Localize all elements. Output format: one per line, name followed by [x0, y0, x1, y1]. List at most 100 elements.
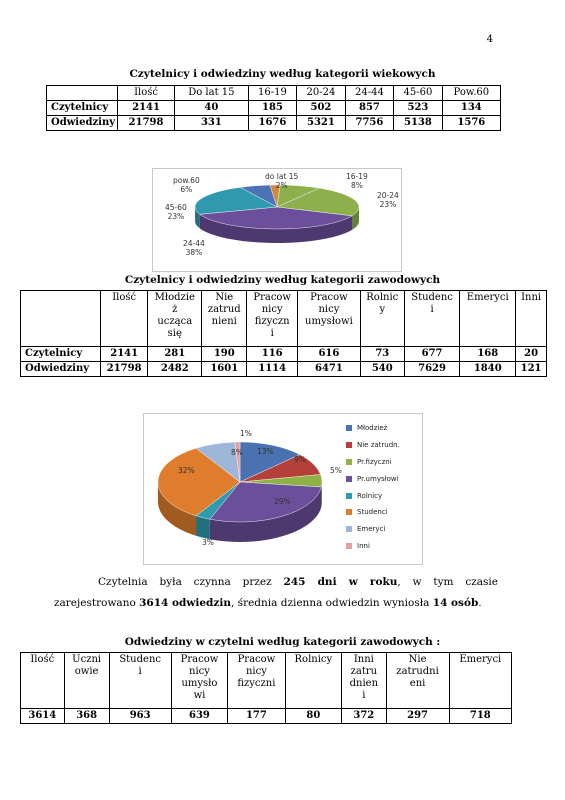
legend-label: Inni [357, 541, 370, 550]
header-cell: Nie zatrudni eni [385, 652, 450, 709]
table-header-row: Ilość Młodzie ż ucząca się Nie zatrud ni… [20, 290, 547, 347]
header-cell: 24-44 [344, 85, 395, 101]
header-cell: Młodzie ż ucząca się [147, 290, 203, 347]
header-cell: Studenc i [403, 290, 461, 347]
slice-label: 1% [240, 429, 252, 438]
table-cell: 21798 [117, 115, 176, 131]
legend-label: Nie zatrudn. [357, 441, 400, 450]
legend-label: Emeryci [357, 525, 386, 534]
table-cell: 21798 [99, 361, 149, 377]
table-cell: 1840 [459, 361, 517, 377]
table-cell: 3614 [20, 708, 65, 724]
pie-slice-pr-umys-owi [209, 481, 322, 523]
pie-slice-studenci [157, 448, 241, 516]
slice-label: 24-44 38% [183, 239, 205, 257]
table-cell: 73 [359, 346, 405, 362]
page-number: 4 [486, 34, 493, 45]
table-cell: 523 [393, 100, 443, 116]
header-cell: Ilość [20, 652, 65, 709]
slice-label: 45-60 23% [165, 203, 187, 221]
header-cell: Ilość [117, 85, 176, 101]
table-row: Czytelnicy 2141 40 185 502 857 523 134 [45, 100, 502, 116]
legend-item: Pr.fizyczni [346, 454, 400, 471]
table-cell: 368 [63, 708, 110, 724]
table-row: Odwiedziny 21798 2482 1601 1114 6471 540… [20, 361, 547, 377]
header-cell: Inni [515, 290, 547, 347]
header-cell: 45-60 [393, 85, 443, 101]
occupation-pie-svg [157, 441, 323, 542]
slice-label: pow.60 6% [173, 176, 200, 194]
pie-side-studenci [158, 482, 197, 536]
legend-swatch [346, 475, 352, 482]
table-cell: 540 [359, 361, 405, 377]
legend-item: Inni [346, 538, 400, 555]
header-cell: 16-19 [247, 85, 298, 101]
table-cell: 185 [247, 100, 298, 116]
pie-side-24-44 [199, 214, 353, 243]
legend-item: Emeryci [346, 521, 400, 538]
chart-legend: Młodzież Nie zatrudn. Pr.fizyczni Pr.umy… [346, 420, 400, 554]
row-label: Odwiedziny [45, 115, 119, 131]
summary-paragraph: Czytelnia była czynna przez 245 dni w ro… [54, 572, 498, 614]
slice-label: 9% [294, 455, 306, 464]
slice-label: 29% [274, 497, 291, 506]
table-cell: 372 [341, 708, 387, 724]
header-cell: Studenc i [108, 652, 172, 709]
table-cell: 168 [459, 346, 517, 362]
legend-label: Młodzież [357, 424, 388, 433]
legend-item: Rolnicy [346, 487, 400, 504]
table1-title: Czytelnicy i odwiedziny według kategorii… [129, 68, 436, 80]
table-cell: 177 [227, 708, 286, 724]
table-header-row: Ilość Uczni owie Studenc i Pracow nicy u… [20, 652, 513, 709]
table-cell: 5321 [296, 115, 346, 131]
header-cell: Uczni owie [63, 652, 110, 709]
table-cell: 116 [246, 346, 299, 362]
paragraph-bold: 3614 odwiedzin [139, 597, 231, 609]
table-cell: 190 [201, 346, 248, 362]
table-cell: 2141 [117, 100, 176, 116]
header-cell: Pracow nicy fizyczn i [246, 290, 299, 347]
table-cell: 281 [147, 346, 203, 362]
legend-swatch [346, 492, 352, 499]
table-cell: 40 [174, 100, 249, 116]
table-row: 3614 368 963 639 177 80 372 297 718 [20, 708, 513, 724]
header-cell: Emeryci [459, 290, 517, 347]
legend-item: Studenci [346, 504, 400, 521]
slice-label: 3% [202, 538, 214, 547]
table-cell: 7756 [344, 115, 395, 131]
table-cell: 297 [385, 708, 450, 724]
paragraph-bold: 14 osób [432, 597, 479, 609]
slice-label: 13% [257, 447, 274, 456]
legend-swatch [346, 526, 352, 533]
pie-side-20-24 [352, 206, 359, 230]
paragraph-text: Czytelnia była czynna przez [98, 576, 284, 588]
header-cell: Pow.60 [441, 85, 502, 101]
slice-label: do lat 15 2% [265, 172, 299, 190]
slice-label: 32% [178, 466, 195, 475]
legend-swatch [346, 509, 352, 516]
pie-slice-m-odzie- [239, 441, 301, 483]
header-cell: Rolnic y [359, 290, 405, 347]
table-cell: 20 [515, 346, 547, 362]
header-cell: Pracow nicy umysło wi [170, 652, 229, 709]
table-cell: 1114 [246, 361, 299, 377]
legend-swatch [346, 442, 352, 449]
slice-label: 8% [231, 448, 243, 457]
table-cell: 639 [170, 708, 229, 724]
table-row: Odwiedziny 21798 331 1676 5321 7756 5138… [45, 115, 502, 131]
paragraph-text: , w tym czasie zarejestrowano [54, 576, 498, 609]
row-label: Czytelnicy [45, 100, 119, 116]
header-cell: 20-24 [296, 85, 346, 101]
header-cell: Pracow nicy fizyczni [227, 652, 286, 709]
table-cell: 331 [174, 115, 249, 131]
legend-label: Pr.fizyczni [357, 457, 392, 466]
legend-label: Rolnicy [357, 491, 383, 500]
visits-table: Ilość Uczni owie Studenc i Pracow nicy u… [20, 652, 513, 724]
slice-label: 16-19 8% [346, 172, 368, 190]
table-cell: 502 [296, 100, 346, 116]
header-cell: Inni zatru dnien i [341, 652, 387, 709]
table-cell: 2141 [99, 346, 149, 362]
header-cell [45, 85, 119, 101]
legend-label: Studenci [357, 508, 388, 517]
pie-side-45-60 [195, 207, 200, 229]
